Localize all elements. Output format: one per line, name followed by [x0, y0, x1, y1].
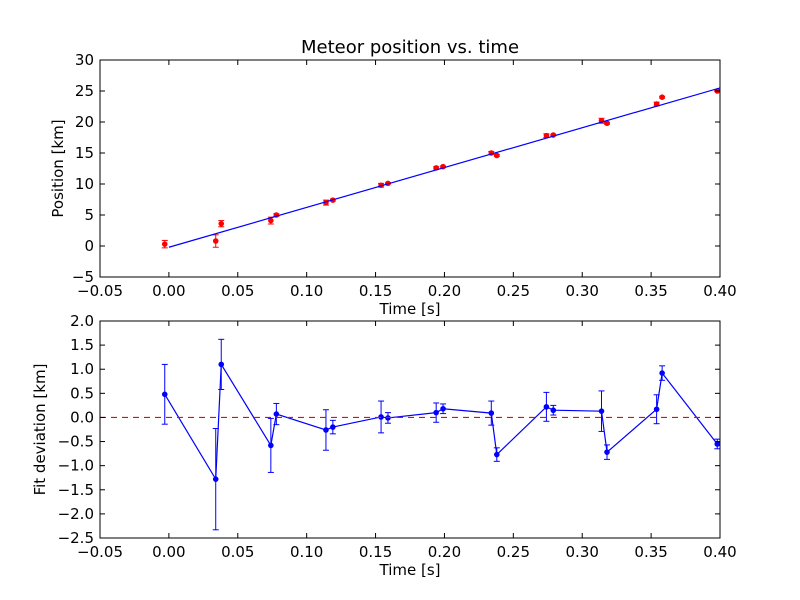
position-chart: Meteor position vs. time −0.05 0.00 0.05 0.…: [49, 37, 737, 318]
y-tick-label: 1.5: [70, 336, 94, 354]
data-point: [598, 408, 605, 414]
plot-area: [100, 338, 720, 531]
y-tick-label: 5: [84, 206, 94, 224]
y-axis-ticks: −2.5 −2.0 −1.5 −1.0 −0.5 0.0 0.5 1.0 1.5 2.0: [58, 312, 720, 547]
data-point: [161, 391, 168, 398]
data-point: [212, 238, 219, 244]
data-point: [323, 427, 329, 433]
data-point: [494, 451, 500, 458]
y-tick-label: 1.0: [70, 360, 94, 378]
x-tick-label: 0.00: [152, 543, 185, 561]
data-point: [550, 407, 557, 414]
data-point: [653, 406, 660, 413]
data-point: [212, 476, 219, 482]
x-tick-label: 0.15: [359, 282, 392, 300]
y-axis-label: Position [km]: [49, 119, 67, 217]
y-tick-label: −5: [72, 268, 94, 286]
x-tick-label: 0.20: [428, 282, 461, 300]
plot-marks: [100, 338, 720, 531]
x-axis-ticks: −0.05 0.00 0.05 0.10 0.15 0.20 0.25 0.30 0.35 0.4…: [77, 60, 737, 300]
x-tick-label: 0.25: [497, 282, 530, 300]
x-axis-ticks: −0.05 0.00 0.05 0.10 0.15 0.20 0.25 0.30 0.35 0.4…: [77, 321, 737, 561]
chart-title: Meteor position vs. time: [301, 37, 519, 58]
x-axis-label: Time [s]: [379, 561, 441, 579]
deviation-chart: −0.05 0.00 0.05 0.10 0.15 0.20 0.25 0.30 0.35 0.4…: [31, 312, 737, 579]
y-tick-label: −1.0: [58, 457, 94, 475]
plot-marks: [161, 87, 720, 249]
y-tick-label: −1.5: [58, 481, 94, 499]
data-point: [488, 410, 495, 416]
data-point: [218, 361, 225, 368]
data-point: [714, 441, 720, 447]
y-axis-ticks: −5 0 5 10 15 20 25 30: [72, 51, 720, 286]
x-axis-label: Time [s]: [379, 300, 441, 318]
x-tick-label: −0.05: [77, 543, 123, 561]
y-tick-label: −2.5: [58, 529, 94, 547]
plot-area: [161, 87, 720, 249]
y-tick-label: −2.0: [58, 505, 94, 523]
data-point: [268, 217, 274, 224]
y-tick-label: 30: [75, 51, 94, 69]
x-tick-label: −0.05: [77, 282, 123, 300]
x-tick-label: 0.20: [428, 543, 461, 561]
data-point: [330, 424, 336, 430]
data-point: [659, 370, 665, 376]
y-tick-label: 0: [84, 237, 94, 255]
y-tick-label: 0.0: [70, 408, 94, 426]
x-tick-label: 0.35: [634, 282, 667, 300]
data-point: [268, 442, 274, 449]
x-tick-label: 0.05: [221, 282, 254, 300]
y-tick-label: 2.0: [70, 312, 94, 330]
data-point: [440, 405, 446, 412]
y-tick-label: 20: [75, 113, 94, 131]
data-point: [218, 220, 225, 227]
data-point: [494, 152, 500, 159]
x-tick-label: 0.25: [497, 543, 530, 561]
x-tick-label: 0.10: [290, 282, 323, 300]
x-tick-label: 0.15: [359, 543, 392, 561]
y-tick-label: 0.5: [70, 384, 94, 402]
y-tick-label: 10: [75, 175, 94, 193]
data-point: [543, 404, 550, 410]
x-tick-label: 0.10: [290, 543, 323, 561]
x-tick-label: 0.35: [634, 543, 667, 561]
x-tick-label: 0.40: [703, 543, 736, 561]
x-tick-label: 0.30: [566, 543, 599, 561]
plot-frame: [99, 59, 721, 278]
y-axis-label: Fit deviation [km]: [31, 364, 49, 496]
data-point: [659, 94, 665, 100]
x-tick-label: 0.40: [703, 282, 736, 300]
y-tick-label: 25: [75, 82, 94, 100]
y-tick-label: 15: [75, 144, 94, 162]
data-point: [161, 241, 168, 247]
data-point: [604, 449, 610, 455]
x-tick-label: 0.30: [566, 282, 599, 300]
data-point: [273, 411, 280, 417]
x-tick-label: 0.05: [221, 543, 254, 561]
data-point: [433, 409, 439, 416]
fit-line: [168, 87, 720, 248]
y-tick-label: −0.5: [58, 433, 94, 451]
x-tick-label: 0.00: [152, 282, 185, 300]
plot-frame: [99, 320, 721, 539]
